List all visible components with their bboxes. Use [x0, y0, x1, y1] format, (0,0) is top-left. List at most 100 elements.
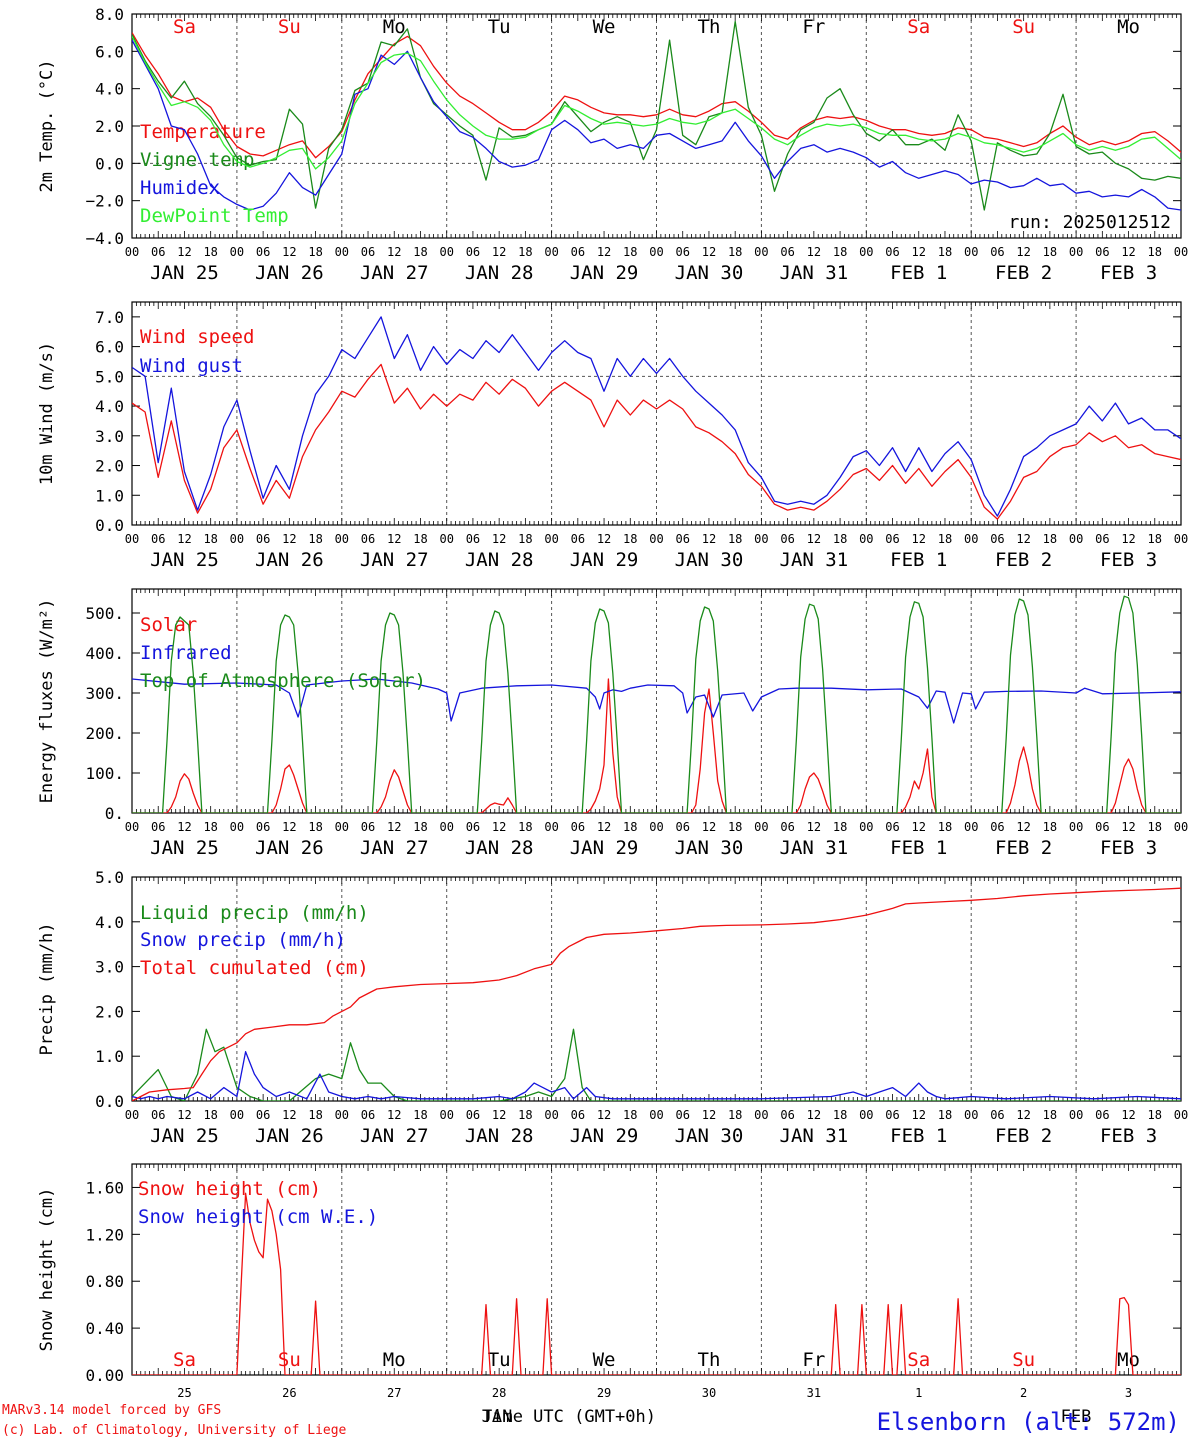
precip-series-total-cumulated-cm-	[132, 887, 1181, 1101]
precip-hour-label: 00	[859, 1108, 873, 1122]
wind-y-tick-label: 6.0	[95, 338, 124, 357]
energy-hour-label: 06	[466, 820, 480, 834]
temperature-series-humidex	[132, 39, 1181, 211]
precip-hour-label: 12	[387, 1108, 401, 1122]
temperature-hour-label: 12	[1121, 245, 1135, 259]
wind-hour-label: 00	[649, 532, 663, 546]
snow-day-number: 27	[387, 1386, 401, 1400]
temperature-y-tick-label: 0.0	[95, 154, 124, 173]
energy-date-label: FEB 2	[995, 837, 1052, 859]
precip-series-snow-precip-mm-h-	[132, 1051, 1181, 1100]
energy-hour-label: 06	[885, 820, 899, 834]
snow-day-number: 31	[807, 1386, 821, 1400]
snow-weekday-label: Th	[698, 1349, 721, 1371]
temperature-hour-label: 06	[361, 245, 375, 259]
snow-y-tick-label: 0.00	[85, 1366, 124, 1385]
wind-y-tick-label: 0.0	[95, 516, 124, 535]
wind-hour-label: 00	[964, 532, 978, 546]
wind-hour-label: 12	[807, 532, 821, 546]
wind-legend-wind-speed: Wind speed	[140, 326, 254, 348]
temperature-hour-label: 06	[1095, 245, 1109, 259]
wind-hour-label: 18	[938, 532, 952, 546]
temperature-hour-label: 06	[675, 245, 689, 259]
temperature-weekday-label: Su	[1012, 16, 1035, 38]
wind-date-label: JAN 31	[780, 549, 849, 571]
energy-date-label: JAN 27	[360, 837, 429, 859]
energy-hour-label: 18	[623, 820, 637, 834]
energy-y-tick-label: 100.	[85, 764, 124, 783]
temperature-hour-label: 00	[859, 245, 873, 259]
energy-hour-label: 12	[177, 820, 191, 834]
temperature-weekday-label: Mo	[1117, 16, 1140, 38]
temperature-hour-label: 18	[1148, 245, 1162, 259]
bottom-month-feb: FEB	[1061, 1407, 1092, 1427]
wind-hour-label: 00	[1174, 532, 1188, 546]
temperature-hour-label: 00	[964, 245, 978, 259]
temperature-hour-label: 18	[518, 245, 532, 259]
wind-hour-label: 18	[1043, 532, 1057, 546]
wind-date-label: JAN 27	[360, 549, 429, 571]
precip-hour-label: 00	[439, 1108, 453, 1122]
precip-hour-label: 06	[466, 1108, 480, 1122]
wind-hour-label: 12	[1121, 532, 1135, 546]
energy-date-label: JAN 26	[255, 837, 324, 859]
temperature-hour-label: 18	[623, 245, 637, 259]
temperature-hour-label: 12	[912, 245, 926, 259]
temperature-legend-humidex: Humidex	[140, 177, 220, 199]
wind-y-tick-label: 4.0	[95, 397, 124, 416]
energy-hour-label: 00	[544, 820, 558, 834]
temperature-hour-label: 06	[571, 245, 585, 259]
precip-hour-label: 12	[702, 1108, 716, 1122]
snow-weekday-label: Fr	[802, 1349, 825, 1371]
wind-hour-label: 18	[833, 532, 847, 546]
precip-hour-label: 18	[1043, 1108, 1057, 1122]
energy-hour-label: 12	[597, 820, 611, 834]
energy-hour-label: 12	[702, 820, 716, 834]
bottom-axis-title: Time UTC (GMT+0h)	[482, 1407, 656, 1427]
precip-date-label: JAN 25	[150, 1125, 219, 1147]
wind-hour-label: 12	[597, 532, 611, 546]
temperature-hour-label: 18	[938, 245, 952, 259]
precip-hour-label: 00	[964, 1108, 978, 1122]
temperature-hour-label: 12	[1016, 245, 1030, 259]
wind-hour-label: 00	[230, 532, 244, 546]
panel-precip: 5.0 4.0 3.0 2.0 1.0 0.0 Precip (mm/h) 00 06 12 18 0…	[37, 868, 1188, 1147]
temperature-hour-label: 18	[203, 245, 217, 259]
snow-weekday-label: Tu	[488, 1349, 511, 1371]
precip-date-label: JAN 27	[360, 1125, 429, 1147]
temperature-hour-label: 12	[177, 245, 191, 259]
energy-hour-label: 12	[387, 820, 401, 834]
energy-hour-label: 12	[807, 820, 821, 834]
wind-hour-label: 18	[203, 532, 217, 546]
energy-hour-label: 06	[780, 820, 794, 834]
temperature-hour-label: 12	[597, 245, 611, 259]
wind-date-label: JAN 29	[570, 549, 639, 571]
energy-hour-label: 12	[912, 820, 926, 834]
panel-snow: 1.60 1.20 0.80 0.40 0.00 Snow height (cm) 25 26…	[37, 1163, 1182, 1400]
precip-y-tick-label: 5.0	[95, 868, 124, 887]
temperature-y-tick-label: −2.0	[85, 192, 124, 211]
precip-y-tick-label: 1.0	[95, 1047, 124, 1066]
precip-date-label: JAN 30	[675, 1125, 744, 1147]
snow-day-number: 2	[1020, 1386, 1027, 1400]
precip-hour-label: 18	[518, 1108, 532, 1122]
temperature-hour-label: 12	[702, 245, 716, 259]
wind-y-tick-label: 5.0	[95, 367, 124, 386]
temperature-hour-label: 00	[439, 245, 453, 259]
wind-series-wind-speed	[132, 363, 1181, 520]
precip-hour-label: 18	[728, 1108, 742, 1122]
wind-hour-label: 18	[518, 532, 532, 546]
temperature-date-label: FEB 3	[1100, 262, 1157, 284]
snow-ylabel: Snow height (cm)	[37, 1188, 57, 1352]
energy-date-label: FEB 3	[1100, 837, 1157, 859]
energy-hour-label: 00	[1069, 820, 1083, 834]
precip-hour-label: 00	[649, 1108, 663, 1122]
precip-legend-snow-precip-mm-h-: Snow precip (mm/h)	[140, 929, 346, 951]
precip-hour-label: 06	[256, 1108, 270, 1122]
panel-wind: 7.0 6.0 5.0 4.0 3.0 2.0 1.0 0.0 10m Wind (m/s) 00…	[37, 301, 1188, 571]
temperature-hour-label: 00	[649, 245, 663, 259]
energy-hour-label: 06	[256, 820, 270, 834]
energy-hour-label: 18	[728, 820, 742, 834]
precip-hour-label: 00	[754, 1108, 768, 1122]
footer: Time UTC (GMT+0h) JAN FEB MARv3.14 model…	[2, 1403, 1180, 1438]
